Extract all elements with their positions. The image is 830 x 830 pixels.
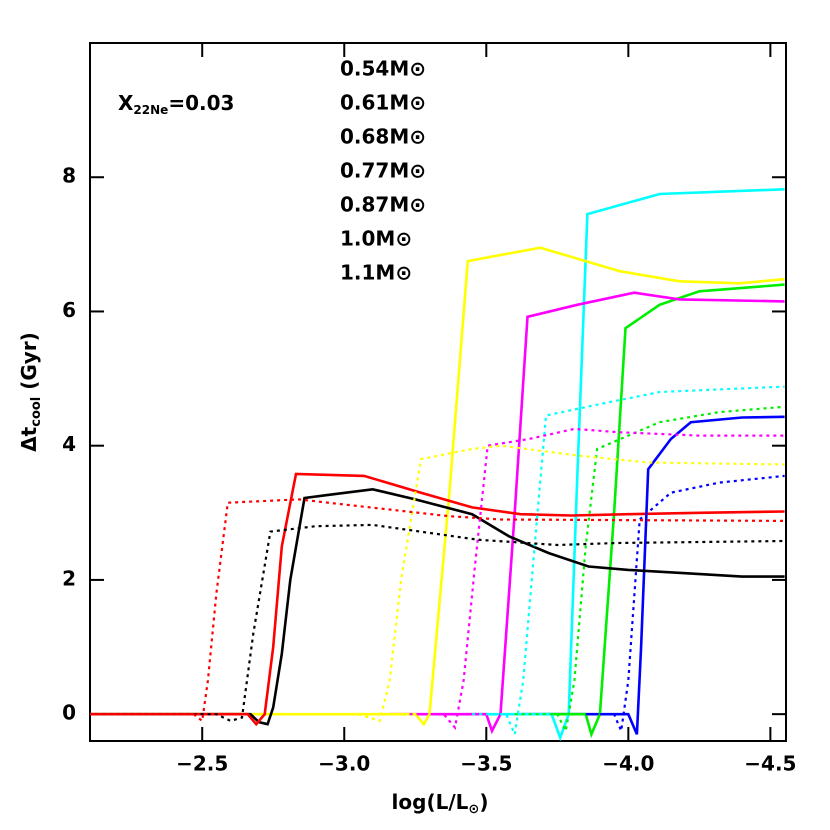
series-line (90, 472, 785, 727)
legend-entry: 0.77M⊙ (340, 159, 426, 183)
legend-entry: 0.54M⊙ (340, 57, 426, 81)
x-tick-label: −4.0 (602, 752, 654, 776)
y-tick-label: 4 (62, 432, 76, 456)
x-tick-label: −3.0 (318, 752, 370, 776)
series-line (90, 246, 785, 727)
series-line (90, 487, 785, 726)
series-line (90, 523, 785, 723)
series-line (469, 188, 785, 741)
x-tick-label: −2.5 (176, 752, 228, 776)
x-axis-label: log(L/L⊙) (392, 790, 489, 817)
y-tick-label: 8 (62, 164, 76, 188)
series-line (358, 444, 785, 723)
legend-entry: 1.0M⊙ (340, 227, 412, 251)
series-line (520, 415, 785, 735)
plot-frame (89, 42, 787, 742)
x-tick-label: −4.5 (744, 752, 796, 776)
series-line (409, 427, 785, 731)
legend-entry: 0.61M⊙ (340, 91, 426, 115)
x-tick-label: −3.5 (460, 752, 512, 776)
legend-entry: 0.68M⊙ (340, 125, 426, 149)
annotation: X22Ne=0.03 (118, 91, 234, 117)
series-line (90, 498, 785, 723)
y-tick-label: 6 (62, 298, 76, 322)
legend-entry: 0.87M⊙ (340, 193, 426, 217)
y-tick-label: 0 (62, 701, 76, 725)
legend-entry: 1.1M⊙ (340, 261, 412, 285)
series-line (389, 291, 785, 735)
y-axis-label: Δtcool (Gyr) (17, 332, 44, 452)
series-line (543, 283, 785, 739)
series-line (514, 405, 785, 735)
y-tick-label: 2 (62, 566, 76, 590)
